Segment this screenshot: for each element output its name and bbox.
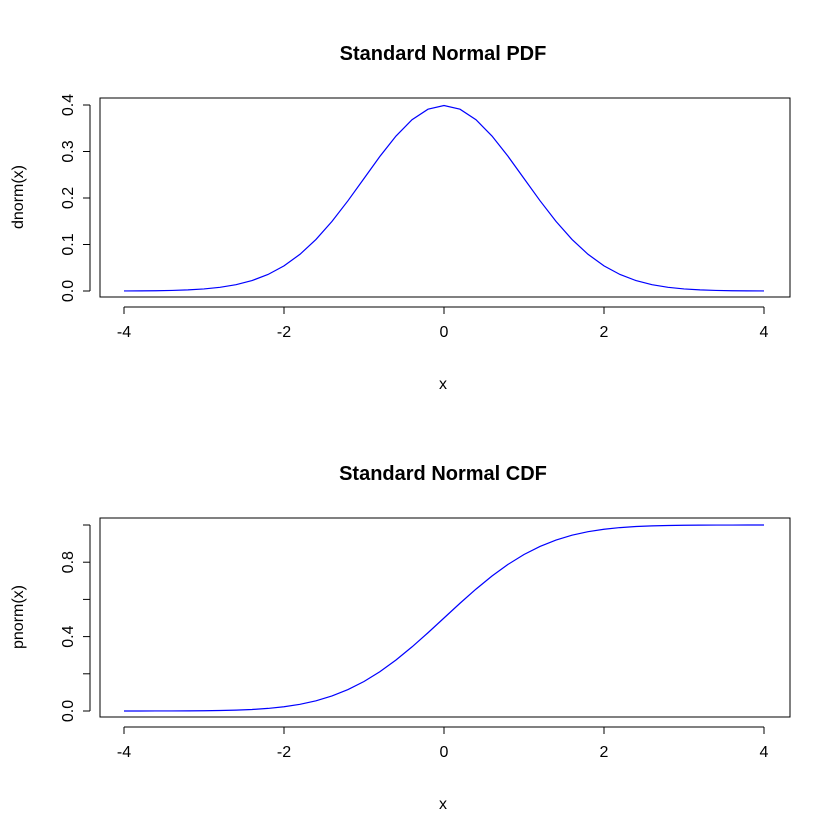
pdf-x-tick-label: 0 <box>440 324 449 341</box>
pdf-x-tick-label: -2 <box>277 324 291 341</box>
cdf-x-tick-label: 2 <box>600 744 609 761</box>
cdf-y-tick-label: 0.8 <box>60 551 77 573</box>
cdf-x-tick-label: -4 <box>117 744 131 761</box>
pdf-x-tick-label: 2 <box>600 324 609 341</box>
cdf-x-axis-label: x <box>439 796 447 813</box>
pdf-chart-title: Standard Normal PDF <box>340 43 547 65</box>
cdf-panel: Standard Normal CDF x pnorm(x) -4 -2 0 2 4 0… <box>10 463 791 813</box>
cdf-x-tick-label: 4 <box>760 744 769 761</box>
pdf-y-tick-label: 0.4 <box>60 94 77 116</box>
pdf-series <box>123 104 765 292</box>
pdf-y-tick-label: 0.0 <box>60 280 77 302</box>
pdf-plot-frame <box>99 97 791 298</box>
pdf-y-axis: 0.0 0.1 0.2 0.3 0.4 <box>60 94 91 302</box>
pdf-y-tick-label: 0.3 <box>60 140 77 162</box>
pdf-x-tick-label: 4 <box>760 324 769 341</box>
pdf-x-axis: -4 -2 0 2 4 <box>117 306 769 341</box>
pdf-x-axis-label: x <box>439 376 447 393</box>
cdf-y-axis-label: pnorm(x) <box>10 585 27 649</box>
cdf-y-tick-label: 0.0 <box>60 700 77 722</box>
cdf-y-axis: 0.0 0.4 0.8 <box>60 524 91 722</box>
pdf-x-tick-label: -4 <box>117 324 131 341</box>
pdf-y-tick-label: 0.1 <box>60 233 77 255</box>
pdf-y-axis-label: dnorm(x) <box>10 165 27 229</box>
pdf-panel: Standard Normal PDF x dnorm(x) -4 -2 0 2 4 0… <box>10 43 791 393</box>
cdf-series <box>123 524 765 712</box>
cdf-y-tick-label: 0.4 <box>60 625 77 647</box>
pdf-series-line <box>123 104 765 292</box>
cdf-series-line <box>123 524 765 712</box>
cdf-x-tick-label: -2 <box>277 744 291 761</box>
cdf-x-tick-label: 0 <box>440 744 449 761</box>
cdf-plot-frame <box>99 517 791 718</box>
cdf-x-axis: -4 -2 0 2 4 <box>117 726 769 761</box>
pdf-y-tick-label: 0.2 <box>60 187 77 209</box>
cdf-chart-title: Standard Normal CDF <box>339 463 547 485</box>
